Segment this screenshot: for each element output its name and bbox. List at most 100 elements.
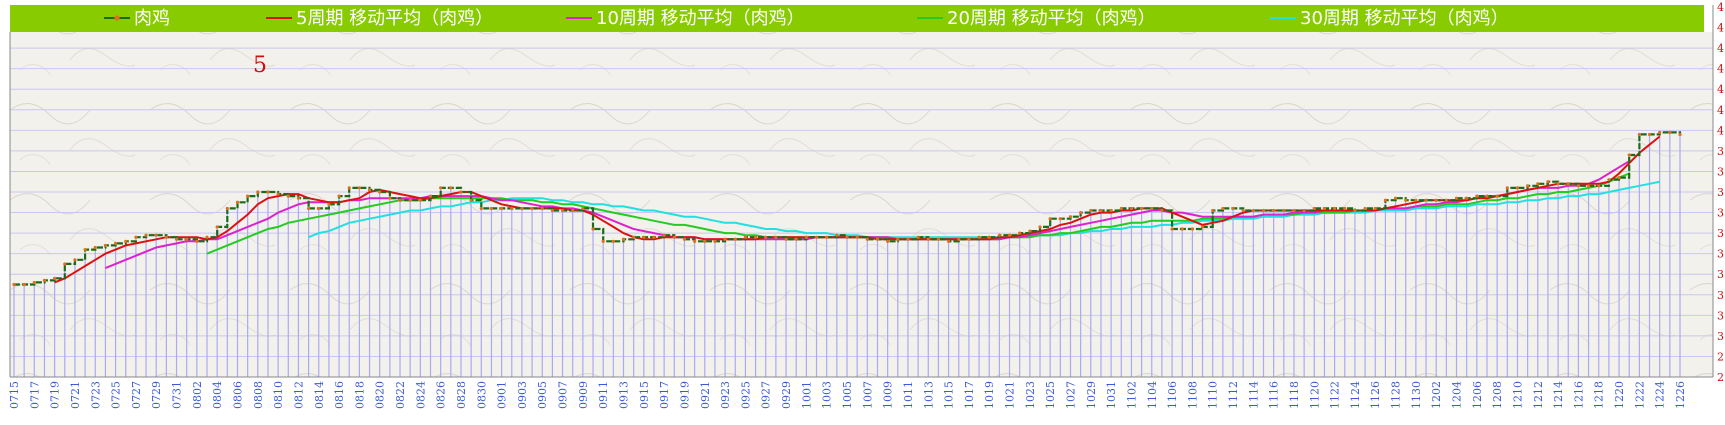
x-tick-label: 1124 (1349, 381, 1362, 409)
data-point (662, 233, 666, 237)
x-tick-label: 1019 (983, 381, 996, 409)
y-tick-label: 3.20 (1717, 289, 1725, 302)
data-point (1353, 208, 1357, 213)
x-tick-label: 1226 (1674, 381, 1687, 409)
data-point (1424, 198, 1428, 202)
y-tick-label: 3.30 (1717, 268, 1725, 281)
data-point (1434, 198, 1438, 202)
data-point (276, 192, 280, 196)
x-tick-label: 0826 (435, 381, 448, 409)
y-tick-label: 2.80 (1717, 371, 1725, 384)
legend-marker (114, 15, 120, 21)
data-point (703, 239, 707, 243)
data-point (32, 280, 36, 285)
x-tick-label: 1001 (800, 381, 813, 409)
data-point (936, 237, 941, 241)
y-axis-ticks: 2.80 2.90 3.00 3.10 3.20 3.30 3.40 3.50 3.60 3.70… (1717, 1, 1725, 384)
data-point (1495, 194, 1499, 198)
data-point (957, 237, 961, 241)
data-point (1109, 208, 1113, 213)
data-point (1526, 184, 1530, 188)
data-point (581, 206, 585, 211)
y-tick-label: 4.00 (1717, 124, 1725, 137)
data-point (1018, 231, 1022, 235)
x-tick-label: 1130 (1410, 381, 1423, 409)
data-point (449, 186, 453, 190)
data-point (733, 237, 737, 241)
data-point (1322, 206, 1327, 211)
legend-entry: 10周期 移动平均（肉鸡） (596, 8, 805, 29)
x-tick-label: 0806 (231, 381, 244, 409)
data-point (1241, 208, 1245, 213)
data-point (916, 235, 920, 239)
data-point (439, 186, 443, 190)
annotation-label: 5 (253, 53, 267, 78)
x-tick-label: 1025 (1044, 381, 1057, 409)
x-tick-label: 1021 (1004, 381, 1017, 409)
x-tick-label: 1110 (1207, 381, 1220, 409)
data-point (1658, 130, 1662, 134)
markers (12, 130, 1682, 287)
data-point (906, 237, 910, 241)
data-point (500, 206, 504, 211)
y-tick-label: 3.60 (1717, 207, 1725, 220)
data-point (1150, 206, 1154, 211)
data-point (510, 206, 514, 211)
data-point (1139, 206, 1144, 211)
x-tick-label: 0721 (69, 381, 82, 409)
x-tick-label: 0725 (110, 381, 123, 409)
data-point (520, 206, 524, 211)
data-point (1404, 198, 1408, 202)
x-tick-label: 0828 (455, 381, 468, 409)
x-tick-label: 0921 (699, 381, 712, 409)
x-tick-label: 1108 (1186, 381, 1199, 409)
x-tick-label: 1210 (1511, 381, 1524, 409)
data-point (1485, 194, 1489, 198)
data-point (591, 227, 595, 231)
data-point (22, 282, 26, 287)
x-tick-label: 0917 (658, 381, 671, 409)
data-point (601, 239, 605, 243)
data-point (926, 237, 930, 241)
data-point (774, 235, 778, 239)
x-tick-label: 0715 (8, 381, 21, 409)
x-tick-label: 1003 (821, 381, 834, 409)
x-tick-label: 1106 (1166, 381, 1179, 409)
data-point (865, 237, 869, 241)
x-tick-label: 1212 (1532, 381, 1545, 409)
legend-bar (10, 5, 1704, 32)
data-point (1343, 206, 1347, 211)
x-tick-label: 0925 (739, 381, 752, 409)
data-point (489, 206, 494, 211)
data-point (246, 194, 250, 198)
data-point (1302, 208, 1306, 213)
data-point (1566, 182, 1570, 186)
x-tick-label: 0915 (638, 381, 651, 409)
data-point (1454, 196, 1459, 200)
data-point (124, 239, 128, 243)
data-point (1068, 215, 1073, 219)
x-tick-label: 1216 (1572, 381, 1585, 409)
y-tick-label: 3.40 (1717, 248, 1725, 261)
data-point (1160, 208, 1164, 213)
data-point (113, 241, 118, 245)
data-point (1363, 206, 1367, 211)
data-point (144, 233, 148, 237)
x-tick-label: 1128 (1390, 381, 1403, 409)
data-point (195, 239, 199, 243)
data-point (1058, 217, 1062, 221)
x-tick-label: 0804 (211, 381, 224, 409)
data-point (428, 194, 433, 198)
data-point (235, 200, 240, 204)
data-point (621, 237, 626, 241)
data-point (1211, 208, 1215, 213)
data-point (743, 235, 748, 239)
data-point (1038, 225, 1042, 229)
x-tick-label: 0927 (760, 381, 773, 409)
x-tick-label: 0903 (516, 381, 529, 409)
data-point (1393, 196, 1398, 200)
data-point (1333, 206, 1337, 211)
x-tick-label: 1112 (1227, 381, 1240, 409)
x-tick-label: 0723 (89, 381, 102, 409)
